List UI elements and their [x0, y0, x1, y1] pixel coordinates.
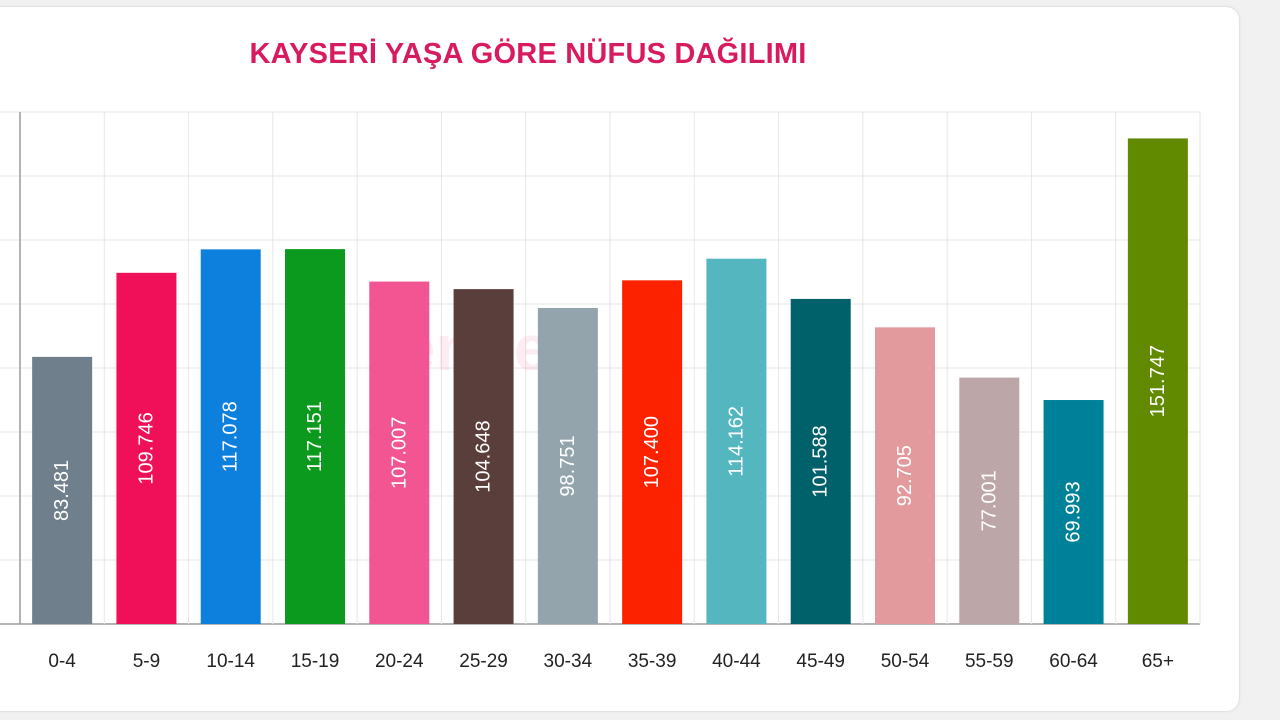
- bar-value-label: 151.747: [1147, 345, 1169, 417]
- x-tick-label: 60-64: [1049, 651, 1098, 672]
- bar-35-39[interactable]: [622, 280, 683, 624]
- x-tick-label: 50-54: [881, 651, 930, 672]
- bar-5-9[interactable]: [116, 272, 177, 624]
- bar-value-label: 109.746: [135, 412, 157, 484]
- bar-25-29[interactable]: [453, 289, 514, 624]
- bar-value-label: 107.400: [641, 416, 663, 488]
- x-tick-label: 25-29: [459, 651, 508, 672]
- bar-value-label: 69.993: [1063, 481, 1085, 542]
- bar-value-label: 92.705: [894, 445, 916, 506]
- bar-value-label: 104.648: [473, 420, 495, 492]
- bar-value-label: 98.751: [557, 435, 579, 496]
- bar-45-49[interactable]: [790, 298, 851, 624]
- bar-40-44[interactable]: [706, 258, 767, 624]
- x-tick-label: 20-24: [375, 651, 424, 672]
- x-tick-label: 35-39: [628, 651, 677, 672]
- bar-15-19[interactable]: [285, 249, 345, 624]
- bar-value-label: 117.078: [220, 401, 242, 472]
- x-tick-label: 0-4: [48, 651, 76, 672]
- bars-group: 83.481 109.746 117.078 117.151 107.007 104.64…: [32, 138, 1188, 624]
- grid-lines: [0, 111, 1201, 625]
- bar-10-14[interactable]: [200, 249, 261, 624]
- x-tick-label: 15-19: [291, 651, 340, 672]
- bar-65+[interactable]: [1127, 138, 1188, 624]
- x-tick-label: 10-14: [206, 651, 255, 672]
- x-tick-label: 5-9: [133, 651, 160, 672]
- bar-0-4[interactable]: [32, 356, 93, 624]
- x-tick-label: 65+: [1142, 651, 1174, 672]
- bar-30-34[interactable]: [537, 307, 598, 624]
- bar-value-label: 77.001: [978, 470, 1000, 531]
- x-tick-label: 30-34: [544, 651, 593, 672]
- bar-value-label: 114.162: [725, 406, 747, 477]
- x-tick-label: 45-49: [796, 651, 845, 672]
- chart-title: KAYSERİ YAŞA GÖRE NÜFUS DAĞILIMI: [249, 38, 807, 70]
- bar-50-54[interactable]: [875, 327, 935, 624]
- x-tick-labels: 0-4 5-9 10-14 15-19 20-24 25-29 30-34 35-39 40-4…: [48, 651, 1174, 672]
- bar-value-label: 107.007: [388, 417, 410, 489]
- bar-value-label: 101.588: [810, 425, 832, 497]
- x-tick-label: 40-44: [712, 651, 761, 672]
- bar-20-24[interactable]: [369, 281, 430, 624]
- bar-60-64[interactable]: [1043, 400, 1104, 624]
- bar-55-59[interactable]: [959, 377, 1020, 624]
- bar-value-label: 83.481: [51, 460, 73, 521]
- bar-value-label: 117.151: [304, 401, 326, 472]
- x-tick-label: 55-59: [965, 651, 1014, 672]
